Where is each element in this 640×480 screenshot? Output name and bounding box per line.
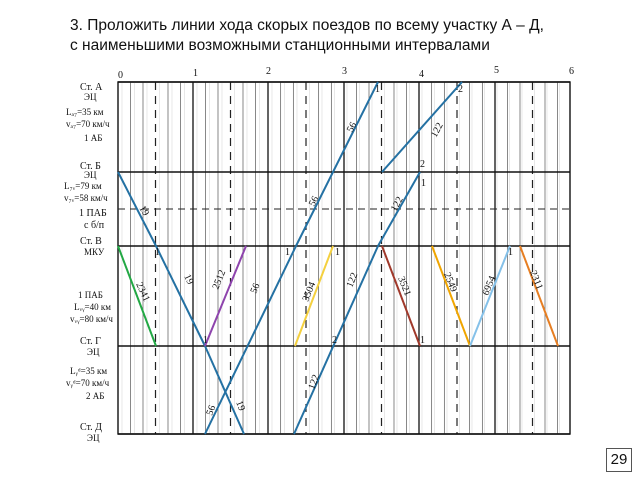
mark-g-2: 2 — [332, 335, 337, 346]
train-line-19-vg — [155, 245, 206, 347]
seg-gd-block: 2 АБ — [86, 391, 104, 401]
train-label-122-d: 122 — [306, 373, 321, 391]
train-line-122-bv — [377, 171, 421, 247]
train-line-122-dv — [293, 245, 379, 435]
title-line-1: 3. Проложить линии хода скорых поездов п… — [70, 17, 544, 34]
station-a-name: Ст. А — [80, 82, 103, 93]
station-v-name: Ст. В — [80, 236, 102, 247]
hour-label-4: 4 — [419, 69, 424, 80]
train-label-122-b: 122 — [389, 195, 406, 213]
train-line-6954 — [469, 245, 511, 347]
seg-ab-speed: vₐ₇=70 км/ч — [66, 119, 110, 129]
train-line-2311 — [519, 245, 559, 347]
seg-gd-length: Lᵧᵈ=35 км — [70, 366, 107, 377]
seg-vg-length: Lᵥᵧ=40 км — [74, 302, 111, 313]
train-line-2549 — [431, 245, 471, 347]
station-g-name: Ст. Г — [80, 336, 101, 347]
mark-v-4: 1 — [508, 247, 513, 258]
hour-label-3: 3 — [342, 66, 347, 77]
seg-gd-speed: vᵧᵈ=70 км/ч — [66, 378, 110, 389]
train-label-2311: 2311 — [527, 269, 545, 291]
seg-ab-block: 1 АБ — [84, 133, 102, 143]
hour-label-5: 5 — [494, 65, 499, 76]
train-line-3504 — [294, 245, 334, 347]
train-line-2512 — [204, 245, 247, 347]
hour-label-2: 2 — [266, 66, 271, 77]
seg-bv-block2: с б/п — [84, 220, 105, 231]
train-label-19-c: 19 — [233, 399, 247, 412]
station-b-name: Ст. Б — [80, 161, 101, 172]
train-label-19-b: 19 — [181, 273, 195, 287]
seg-ab-length: Lₐ₇=35 км — [66, 107, 104, 117]
train-label-19-a: 19 — [136, 204, 151, 218]
graph-grid — [117, 81, 571, 435]
hour-label-0: 0 — [118, 70, 123, 81]
mark-g-1: 1 — [203, 335, 208, 346]
train-line-122-ab — [381, 81, 463, 173]
train-line-56-ab — [295, 81, 379, 247]
seg-vg-block: 1 ПАБ — [78, 290, 103, 300]
seg-bv-speed: v₇ᵥ=58 км/ч — [64, 193, 108, 203]
mark-b-2: 2 — [420, 159, 425, 170]
train-lines — [117, 81, 559, 435]
station-a-code: ЭЦ — [84, 92, 97, 102]
station-b-code: ЭЦ — [84, 170, 97, 180]
train-label-2512: 2512 — [211, 268, 229, 291]
mark-g-3: 1 — [420, 335, 425, 346]
train-label-56-a: 56 — [345, 120, 359, 134]
hour-label-1: 1 — [193, 68, 198, 79]
train-label-122-c: 122 — [345, 271, 361, 289]
train-line-56-gv — [204, 245, 297, 435]
title-line-2: с наименьшими возможными станционными ин… — [70, 37, 490, 54]
train-line-3521 — [381, 245, 421, 347]
seg-bv-block: 1 ПАБ — [79, 208, 107, 219]
station-d-code: ЭЦ — [87, 433, 100, 443]
mark-v-1: 1 — [155, 247, 160, 258]
page-number: 29 — [606, 448, 632, 472]
mark-a-2: 2 — [458, 84, 463, 95]
train-label-56-d: 56 — [204, 404, 218, 417]
seg-vg-speed: vᵥᵧ=80 км/ч — [70, 314, 113, 325]
train-label-56-c: 56 — [249, 282, 263, 295]
train-label-56-b: 56 — [307, 194, 321, 208]
train-label-2549: 2549 — [441, 271, 459, 294]
hour-label-6: 6 — [569, 66, 574, 77]
seg-bv-length: L₇ᵥ=79 км — [64, 181, 102, 191]
station-v-code: МКУ — [84, 247, 105, 257]
mark-v-2: 1 — [285, 247, 290, 258]
station-g-code: ЭЦ — [87, 347, 100, 357]
station-d-name: Ст. Д — [80, 422, 102, 433]
mark-a-1: 1 — [375, 84, 380, 95]
train-line-2341 — [117, 245, 157, 347]
task-title: 3. Проложить линии хода скорых поездов п… — [70, 16, 635, 56]
mark-b-1: 1 — [421, 178, 426, 189]
train-line-19-bv — [117, 171, 157, 247]
mark-v-3: 1 — [335, 247, 340, 258]
train-line-19-gd — [204, 345, 245, 435]
